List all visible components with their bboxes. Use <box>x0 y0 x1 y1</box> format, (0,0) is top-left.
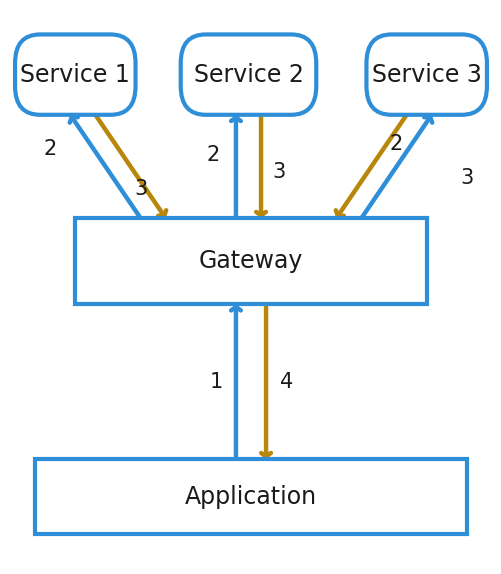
FancyBboxPatch shape <box>180 34 316 115</box>
Text: 3: 3 <box>459 168 472 188</box>
Text: 2: 2 <box>206 145 219 165</box>
Text: Application: Application <box>184 484 317 509</box>
Text: Service 3: Service 3 <box>371 63 480 87</box>
FancyBboxPatch shape <box>35 459 466 534</box>
Text: 3: 3 <box>272 162 285 182</box>
Text: 4: 4 <box>279 372 292 391</box>
Text: 1: 1 <box>209 372 222 391</box>
Text: 2: 2 <box>389 134 402 153</box>
Text: 3: 3 <box>134 180 147 199</box>
FancyBboxPatch shape <box>75 218 426 304</box>
FancyBboxPatch shape <box>366 34 486 115</box>
Text: 2: 2 <box>44 139 57 159</box>
Text: Gateway: Gateway <box>198 249 303 273</box>
Text: Service 2: Service 2 <box>193 63 303 87</box>
FancyBboxPatch shape <box>15 34 135 115</box>
Text: Service 1: Service 1 <box>21 63 130 87</box>
